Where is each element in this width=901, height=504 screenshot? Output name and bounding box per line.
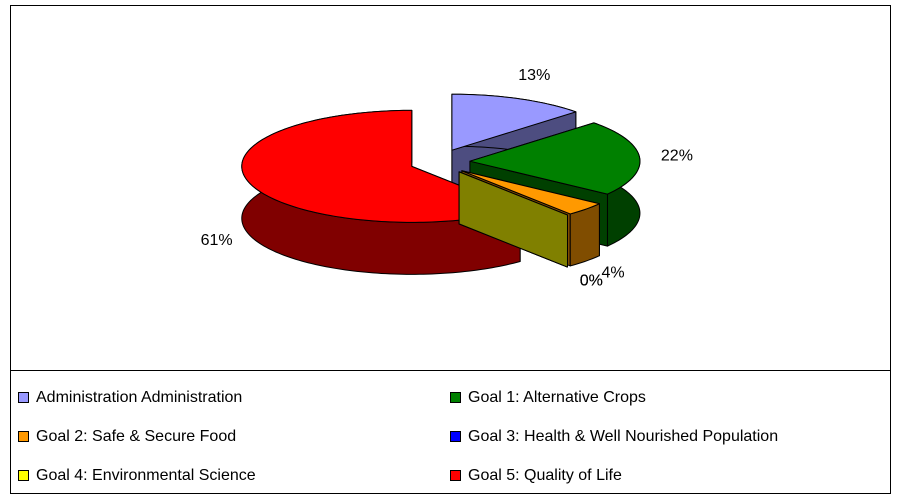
data-label: 22% xyxy=(661,147,693,164)
slice xyxy=(458,171,568,268)
legend-swatch xyxy=(450,392,461,403)
legend-label: Administration Administration xyxy=(36,389,242,406)
slice-top xyxy=(469,122,641,195)
legend-swatch xyxy=(18,470,29,481)
legend-label: Goal 4: Environmental Science xyxy=(36,467,256,484)
legend-swatch xyxy=(450,431,461,442)
slice-side xyxy=(458,171,568,268)
slice-top xyxy=(241,109,521,223)
data-label: 0% xyxy=(580,272,603,289)
legend-swatch xyxy=(18,431,29,442)
data-label: 61% xyxy=(201,232,233,249)
data-label: 13% xyxy=(518,67,550,84)
data-label: 4% xyxy=(601,264,624,281)
legend-label: Goal 2: Safe & Secure Food xyxy=(36,428,236,445)
legend-label: Goal 1: Alternative Crops xyxy=(468,389,646,406)
data-label: 0% xyxy=(580,272,603,289)
slice-top xyxy=(461,170,600,215)
legend-swatch xyxy=(18,392,29,403)
slice-top xyxy=(451,93,577,151)
legend-swatch xyxy=(450,470,461,481)
legend-label: Goal 5: Quality of Life xyxy=(468,467,622,484)
legend-label: Goal 3: Health & Well Nourished Populati… xyxy=(468,428,778,445)
